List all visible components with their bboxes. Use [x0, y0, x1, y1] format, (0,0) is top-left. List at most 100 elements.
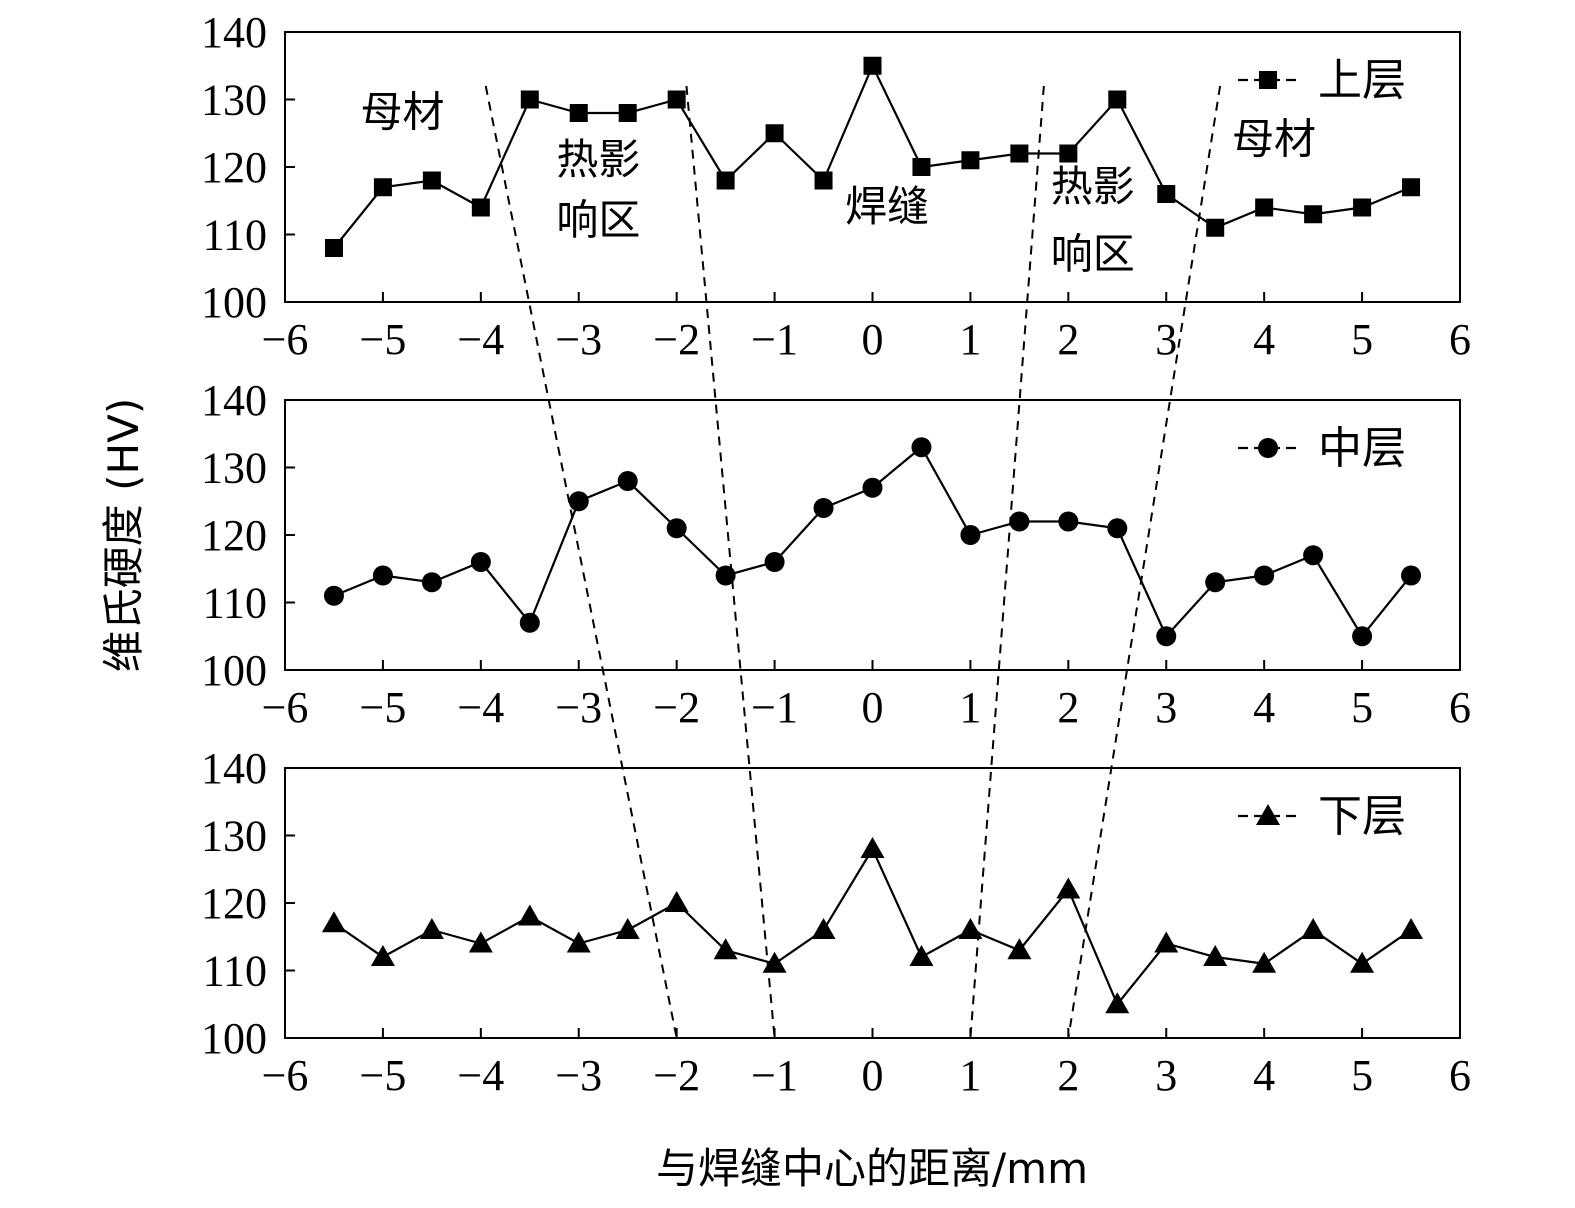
y-tick-label: 130: [201, 812, 267, 861]
y-tick-label: 130: [201, 444, 267, 493]
data-point: [1353, 198, 1372, 217]
x-tick-label: 6: [1449, 315, 1471, 364]
data-point: [615, 918, 640, 939]
zone-boundary-line: [1067, 85, 1222, 1039]
zone-boundary-line: [969, 85, 1045, 1039]
data-point: [960, 525, 981, 545]
region-label: 焊缝: [845, 182, 929, 231]
legend: 下层: [1238, 791, 1406, 842]
x-tick-label: −2: [653, 683, 700, 732]
y-tick-label: 140: [201, 744, 267, 793]
data-point: [1157, 185, 1176, 203]
x-tick-label: −5: [360, 315, 407, 364]
legend-marker: [1256, 804, 1280, 825]
data-point: [1402, 178, 1421, 197]
x-tick-label: 0: [862, 1051, 884, 1100]
data-point: [713, 938, 738, 960]
data-point: [1205, 572, 1226, 593]
y-tick-label: 140: [201, 376, 267, 425]
x-tick-label: 2: [1057, 1051, 1079, 1100]
x-tick-label: 4: [1253, 683, 1275, 732]
data-point: [1056, 877, 1081, 899]
data-point: [1254, 565, 1275, 586]
data-point: [1301, 918, 1326, 939]
data-point: [1059, 144, 1078, 163]
zone-boundary-line: [685, 85, 776, 1039]
y-tick-label: 140: [201, 8, 267, 57]
y-tick-label: 100: [201, 1014, 267, 1063]
x-tick-label: 4: [1253, 315, 1275, 364]
data-point: [958, 918, 983, 939]
data-point: [566, 931, 591, 953]
y-tick-label: 120: [201, 511, 267, 560]
data-point: [1401, 565, 1422, 586]
data-point: [618, 104, 637, 122]
data-point: [664, 891, 689, 912]
x-tick-label: −3: [555, 1051, 602, 1100]
data-point: [372, 565, 393, 586]
y-tick-label: 110: [203, 211, 267, 260]
y-tick-label: 110: [203, 579, 267, 628]
panel-2: −6 −5 −4 −3 −2 −1 0 1 2 3 4 5 6 100 110 120 130 140 中层: [201, 376, 1471, 732]
x-tick-label: −4: [457, 1051, 504, 1100]
y-tick-label: 120: [201, 879, 267, 928]
y-tick-label: 100: [201, 646, 267, 695]
x-tick-label: 6: [1449, 1051, 1471, 1100]
data-point: [1009, 511, 1030, 532]
region-label: 响区: [1051, 229, 1135, 278]
legend: 上层: [1238, 55, 1406, 106]
region-label: 母材: [360, 88, 444, 137]
data-point: [617, 471, 638, 491]
data-point: [1058, 511, 1079, 532]
x-tick-label: −5: [360, 683, 407, 732]
x-tick-label: 1: [959, 315, 981, 364]
data-point: [568, 491, 589, 512]
x-tick-label: −1: [751, 683, 798, 732]
x-tick-label: 3: [1155, 315, 1177, 364]
x-tick-label: 2: [1057, 683, 1079, 732]
x-tick-label: 2: [1057, 315, 1079, 364]
y-tick-label: 120: [201, 143, 267, 192]
data-point: [422, 171, 441, 190]
x-tick-label: −6: [262, 315, 309, 364]
legend-marker: [1258, 438, 1278, 458]
x-tick-label: 0: [862, 683, 884, 732]
y-axis-title: 维氏硬度 (HV): [99, 398, 148, 672]
region-label: 热影: [556, 135, 640, 184]
data-point: [1007, 938, 1032, 960]
y-tick-label: 100: [201, 278, 267, 327]
data-point: [911, 437, 932, 458]
plot-frame: [284, 767, 1461, 1039]
data-point: [667, 90, 686, 109]
data-point: [813, 498, 834, 518]
data-point: [1252, 951, 1277, 973]
x-tick-label: −3: [555, 315, 602, 364]
data-point: [323, 585, 344, 606]
data-point: [666, 518, 687, 539]
series-line: [333, 846, 1412, 1007]
x-tick-label: −4: [457, 315, 504, 364]
region-label: 响区: [556, 196, 640, 245]
x-tick-label: −1: [751, 1051, 798, 1100]
data-point: [324, 239, 343, 257]
data-point: [468, 931, 493, 953]
data-point: [1303, 545, 1324, 566]
panel-1: −6 −5 −4 −3 −2 −1 0 1 2 3 4 5 6 100 110 120 130 140 上层: [201, 8, 1471, 364]
region-label: 母材: [1232, 115, 1316, 164]
data-point: [716, 171, 735, 190]
data-point: [519, 612, 540, 633]
x-tick-label: 4: [1253, 1051, 1275, 1100]
x-tick-label: −2: [653, 1051, 700, 1100]
zone-boundary-lines: [484, 85, 1222, 1039]
data-point: [1010, 144, 1029, 163]
data-point: [419, 918, 444, 939]
legend-label: 下层: [1318, 791, 1406, 842]
data-point: [961, 151, 980, 170]
data-point: [765, 124, 784, 143]
x-tick-label: −4: [457, 683, 504, 732]
data-point: [321, 911, 346, 933]
legend-label: 中层: [1318, 423, 1406, 474]
x-tick-label: 5: [1351, 683, 1373, 732]
